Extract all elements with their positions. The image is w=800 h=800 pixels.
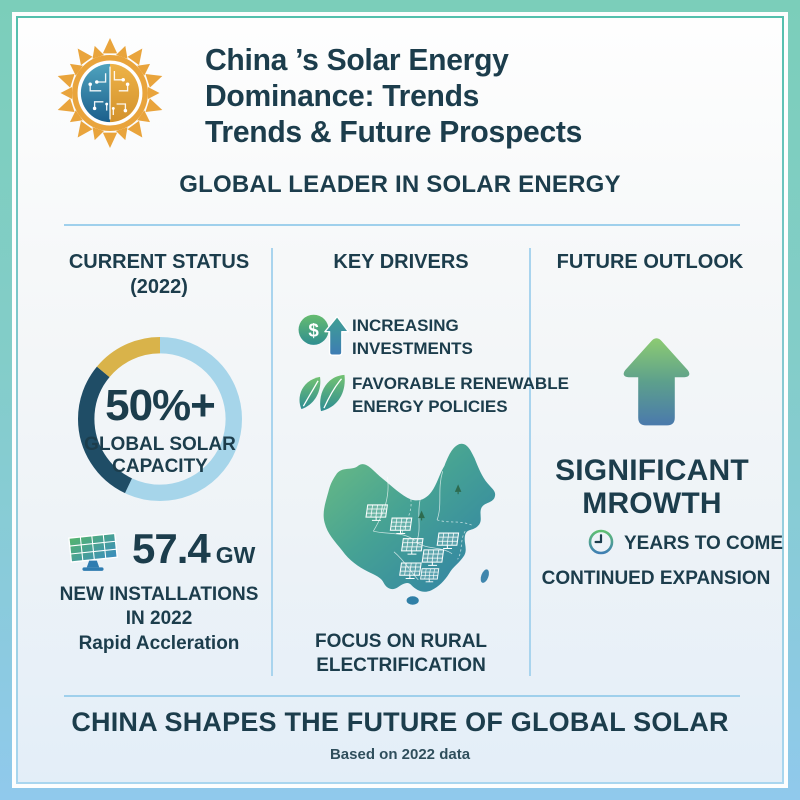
column-divider-right [529,248,531,676]
key-driver-investments-line1: INCREASING [352,316,459,335]
installations-unit: GW [215,542,256,568]
map-caption-line1: FOCUS ON RURAL [314,631,488,652]
clock-icon [586,526,616,556]
current-status-heading: CURRENT STATUS (2022) [46,250,272,300]
svg-text:$: $ [308,319,319,340]
installations-value: 57.4 [132,525,211,572]
key-driver-item-investments: INCREASING INVESTMENTS [352,314,473,360]
current-status-heading-line2: (2022) [130,276,188,298]
key-driver-item-policies: FAVORABLE RENEWABLE ENERGY POLICIES [352,372,569,418]
page-title: China ’s Solar Energy Dominance: Trends … [205,42,748,150]
page-title-line1: China ’s Solar Energy [205,42,509,77]
header-divider [64,224,740,226]
page-subtitle: GLOBAL LEADER IN SOLAR ENERGY [179,171,621,198]
expansion-label: CONTINUED EXPANSION [541,568,771,589]
growth-label-line1: SIGNIFICANT [555,454,749,487]
key-driver-policies-line1: FAVORABLE RENEWABLE [352,374,569,393]
map-caption: FOCUS ON RURAL ELECTRIFICATION [276,630,526,678]
map-caption-line2: ELECTRIFICATION [316,655,486,676]
growth-label: SIGNIFICANT MROWTH [534,454,770,520]
growth-label-line2: MROWTH [582,487,722,520]
key-driver-policies-line2: ENERGY POLICIES [352,397,508,416]
column-divider-left [271,248,273,676]
installations-stat: 57.4 GW [132,525,255,573]
donut-center-value: 50%+ [105,381,216,430]
donut-center-caption: GLOBAL SOLAR CAPACITY [78,434,242,478]
installations-label-line1: NEW INSTALLATIONS [59,584,259,605]
growth-arrow-icon [618,336,695,429]
installations-note: Rapid Accleration [78,633,240,654]
donut-chart: 50%+ GLOBAL SOLAR CAPACITY [78,337,242,501]
future-outlook-heading: FUTURE OUTLOOK [556,251,744,273]
china-solar-map [295,430,521,608]
page-title-line2: Dominance: Trends [205,78,480,113]
installations-label: NEW INSTALLATIONS IN 2022 [46,583,272,631]
footer-note: Based on 2022 data [329,746,471,763]
footer-divider [64,695,740,697]
page-title-line3: Trends & Future Prospects [205,114,583,149]
current-status-heading-line1: CURRENT STATUS [68,251,250,273]
sun-circuit-logo-icon [55,38,165,148]
investment-growth-icon: $ [295,311,351,358]
donut-caption-line2: CAPACITY [112,456,208,477]
leaves-icon [294,370,348,415]
years-label: YEARS TO COME [624,533,784,554]
key-driver-investments-line2: INVESTMENTS [352,339,473,358]
footer-title: CHINA SHAPES THE FUTURE OF GLOBAL SOLAR [71,707,729,737]
key-drivers-heading: KEY DRIVERS [333,251,469,273]
donut-caption-line1: GLOBAL SOLAR [84,434,236,455]
solar-panel-icon [62,528,124,576]
installations-label-line2: IN 2022 [125,608,193,629]
